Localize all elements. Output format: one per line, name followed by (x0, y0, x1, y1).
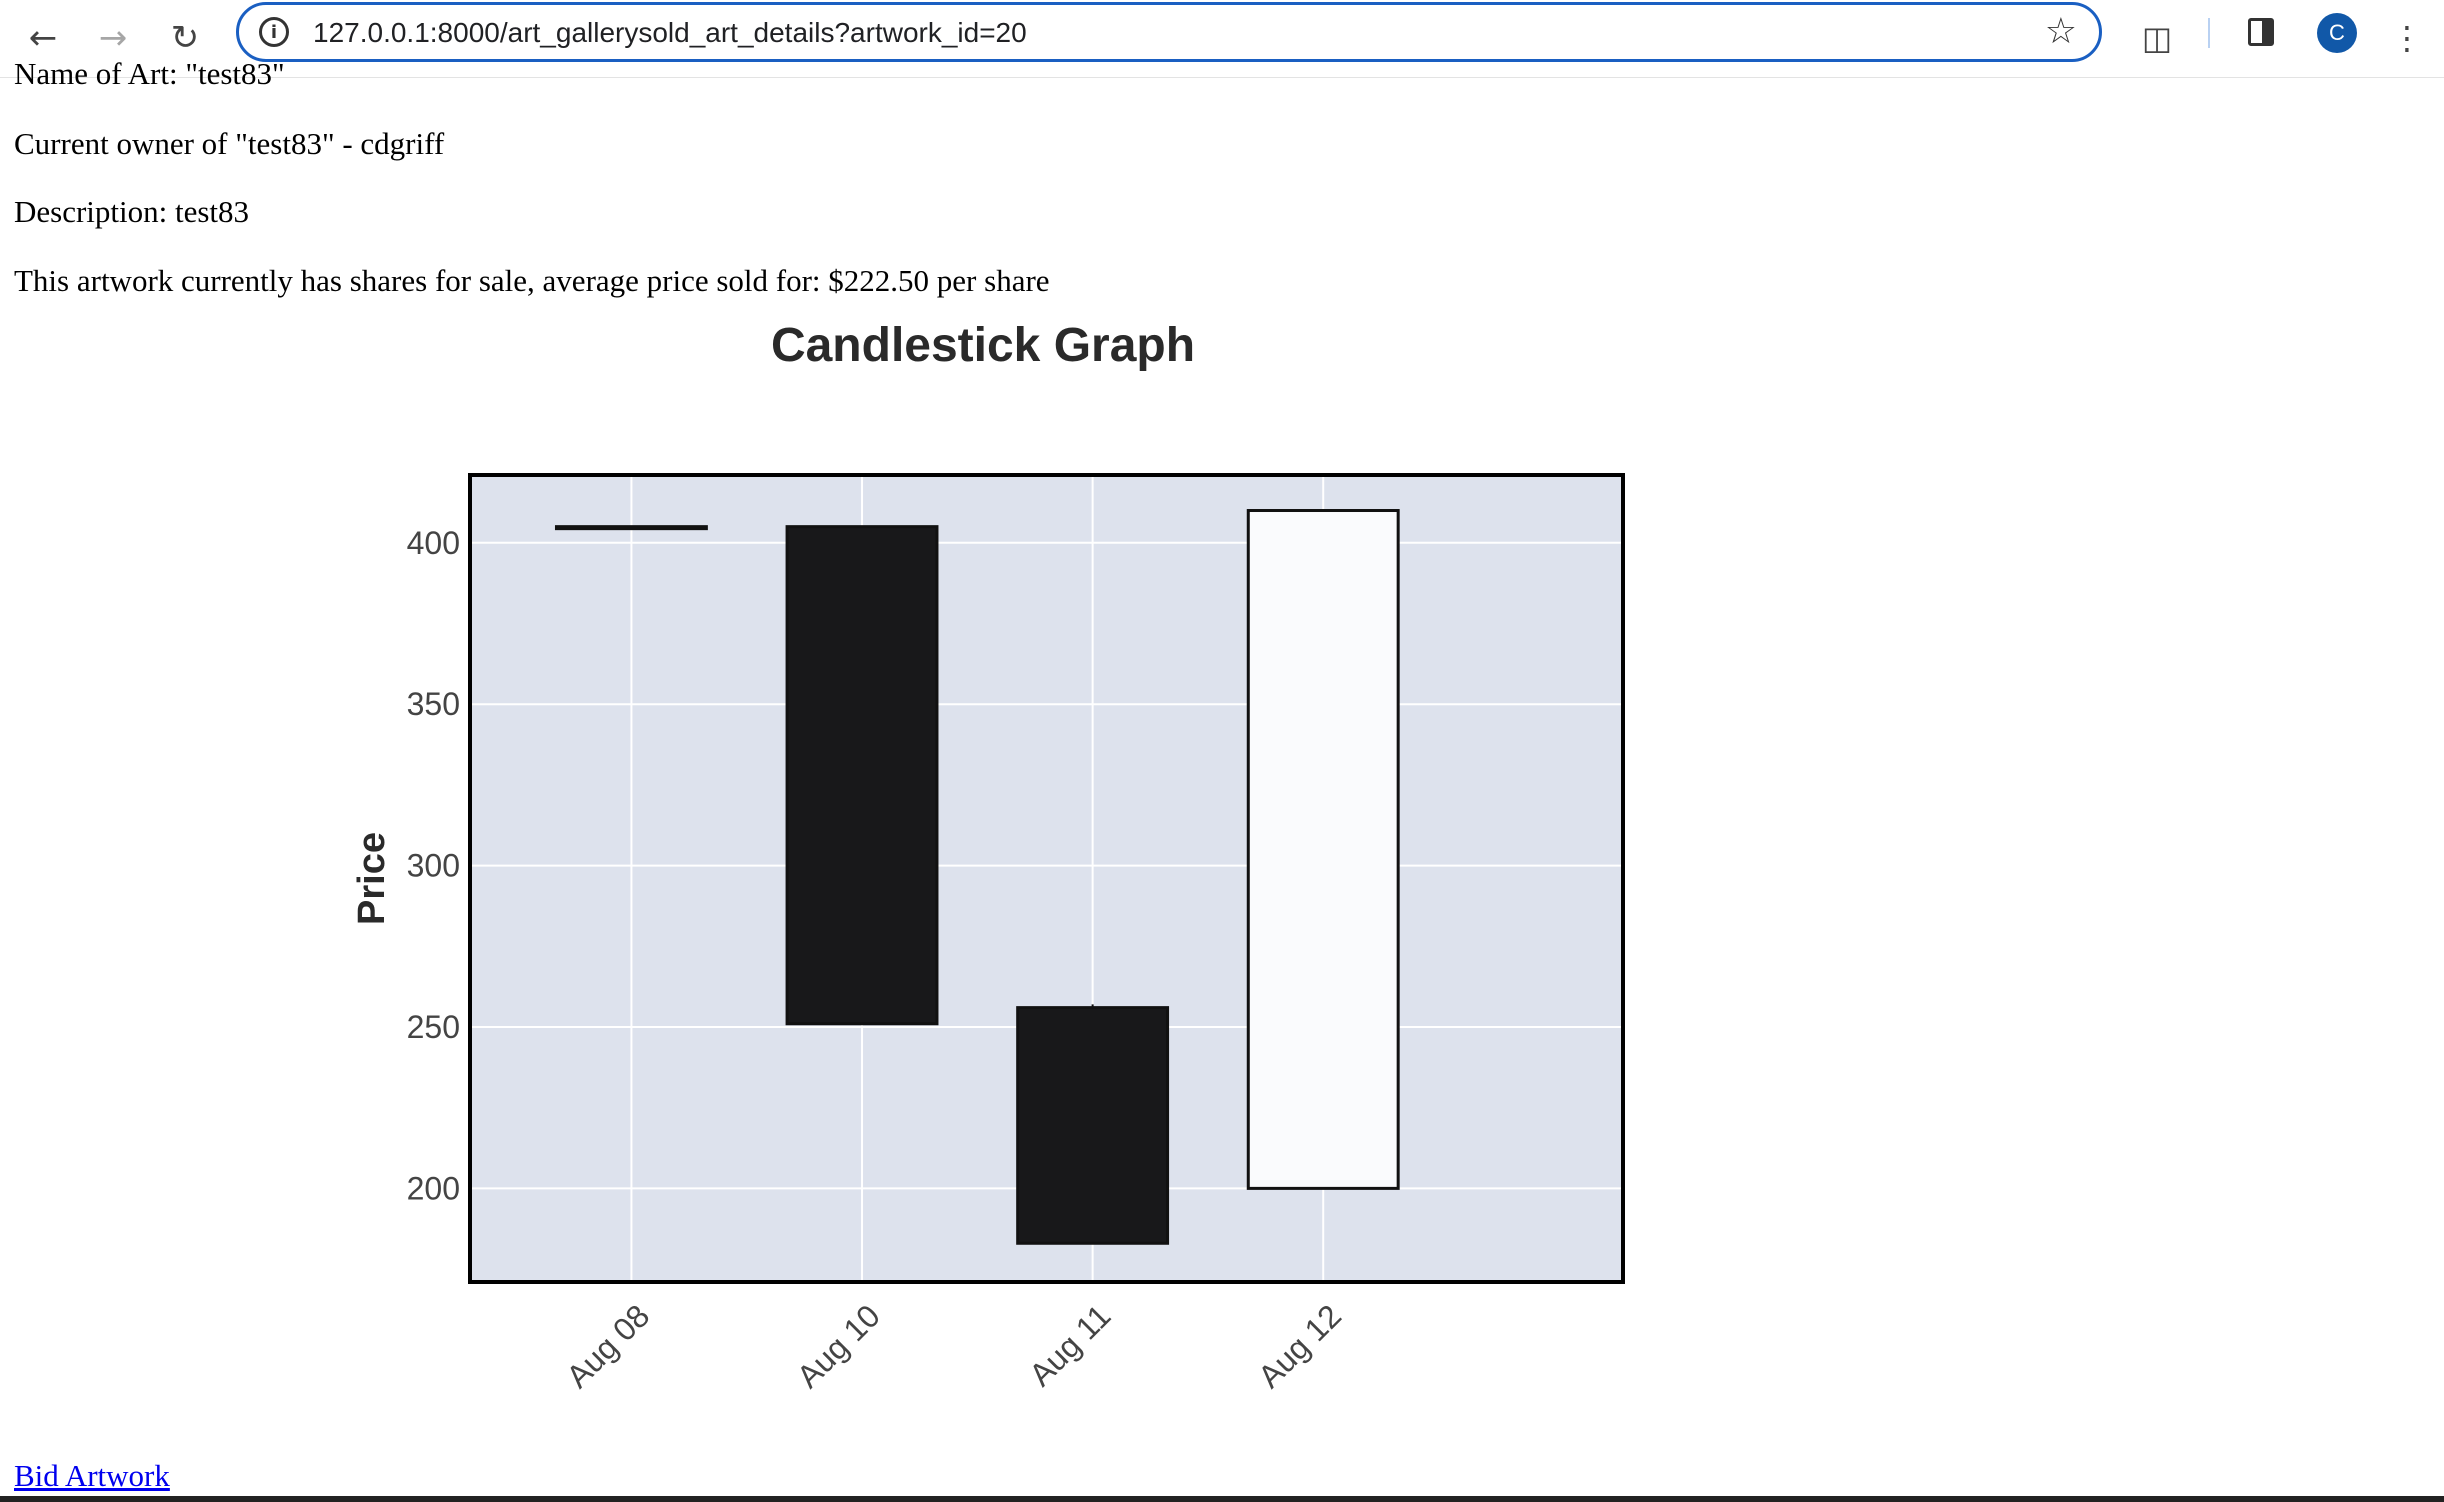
x-tick-label: Aug 08 (559, 1297, 656, 1394)
star-icon[interactable]: ☆ (2044, 11, 2077, 52)
address-bar[interactable]: i 127.0.0.1:8000/art_gallerysold_art_det… (236, 2, 2102, 62)
y-ticks: 200 250 300 350 400 (407, 525, 460, 1207)
y-tick-label: 300 (407, 848, 460, 884)
info-icon[interactable]: i (259, 17, 289, 47)
art-name-line: Name of Art: "test83" (14, 56, 285, 91)
candlestick-chart: 200 250 300 350 400 Aug 08 Aug 10 Aug 11 Aug 12… (351, 473, 1625, 1395)
y-tick-label: 250 (407, 1009, 460, 1045)
browser-toolbar: ← → ↻ i 127.0.0.1:8000/art_gallerysold_a… (0, 0, 2444, 78)
candle-body (1016, 1006, 1170, 1245)
y-axis-label: Price (351, 832, 393, 925)
chart-title: Candlestick Graph (770, 319, 1196, 372)
url-text[interactable]: 127.0.0.1:8000/art_gallerysold_art_detai… (313, 17, 1027, 48)
candle-body (554, 525, 708, 531)
owner-line: Current owner of "test83" - cdgriff (14, 126, 445, 161)
x-tick-label: Aug 12 (1251, 1297, 1348, 1394)
x-ticks: Aug 08 Aug 10 Aug 11 Aug 12 (559, 1297, 1348, 1394)
avatar[interactable]: C (2317, 13, 2357, 53)
description-line: Description: test83 (14, 194, 250, 229)
x-tick-label: Aug 10 (790, 1297, 887, 1394)
side-panel-icon[interactable] (2248, 18, 2274, 46)
reload-icon[interactable]: ↻ (170, 18, 200, 58)
forward-icon[interactable]: → (98, 18, 128, 58)
menu-icon[interactable]: ⋮ (2391, 19, 2423, 57)
toolbar-divider (2208, 18, 2210, 48)
sale-info-line: This artwork currently has shares for sa… (14, 263, 1050, 298)
x-tick-label: Aug 11 (1022, 1297, 1117, 1392)
candle-body (785, 525, 939, 1026)
bid-artwork-link[interactable]: Bid Artwork (14, 1458, 170, 1493)
plot-border (468, 473, 1625, 1284)
y-tick-label: 350 (407, 686, 460, 722)
bottom-edge (0, 1496, 2444, 1502)
candle-body (1246, 509, 1400, 1190)
back-icon[interactable]: ← (28, 18, 58, 58)
candles (554, 509, 1400, 1245)
extensions-icon[interactable]: ◫ (2141, 19, 2173, 57)
y-tick-label: 200 (407, 1170, 460, 1206)
y-tick-label: 400 (407, 525, 460, 561)
